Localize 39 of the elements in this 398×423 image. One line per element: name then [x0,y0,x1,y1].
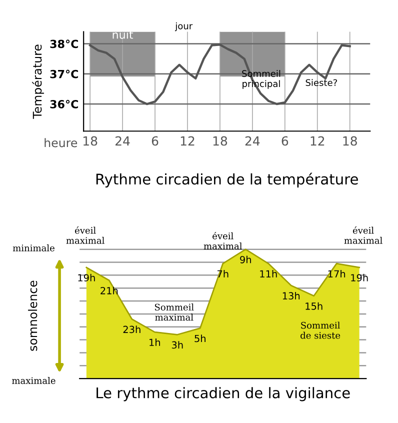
annotation: éveil maximal [204,232,242,250]
x-tick-label: 23h [123,326,140,334]
x-tick-label: 18 [213,136,228,146]
y-axis-title: Température [32,44,44,119]
x-tick-label: 9h [240,256,251,264]
x-tick-label: 18 [343,136,357,146]
band-label: nuit [112,30,134,39]
text: éveil maximal [66,226,104,244]
annotation: Sommeil maximal [154,304,194,321]
x-tick-label: 6 [152,136,158,146]
x-tick-label: 6 [282,136,288,146]
text: Le rythme circadien de la vigilance [96,387,350,402]
x-tick-label: 7h [218,270,228,278]
x-tick-label: 24 [245,136,260,146]
x-tick-label: 11h [260,270,277,278]
x-tick-label: 17h [328,270,346,278]
x-tick-label: 15h [306,302,322,310]
text: éveil maximal [344,226,382,244]
text: maximale [12,377,56,384]
x-tick-label: 19h [78,274,95,282]
x-tick-label: 3h [172,341,183,349]
x-tick-label: 24 [116,136,130,146]
x-tick-label: 13h [282,292,300,300]
text: minimale [12,244,54,252]
text: jour [174,22,193,32]
x-tick-label: 1h [150,338,160,346]
y-tick-label: 37°C [50,70,78,78]
annotation: Sieste? [306,79,337,86]
y-tick-label: 38°C [50,40,78,48]
text: Rythme circadien de la température [96,172,358,188]
x-tick-label: 12 [310,136,324,146]
y-tick-label: 36°C [50,100,78,108]
x-tick-label: 18 [83,136,98,146]
x-tick-label: 5h [194,334,206,342]
line-series [88,44,351,106]
annotation: Sommeil de sieste [300,322,340,339]
x-axis-title: heure [44,138,78,148]
y-axis-title: somnolence [28,280,38,351]
x-tick-label: 12 [180,136,194,146]
